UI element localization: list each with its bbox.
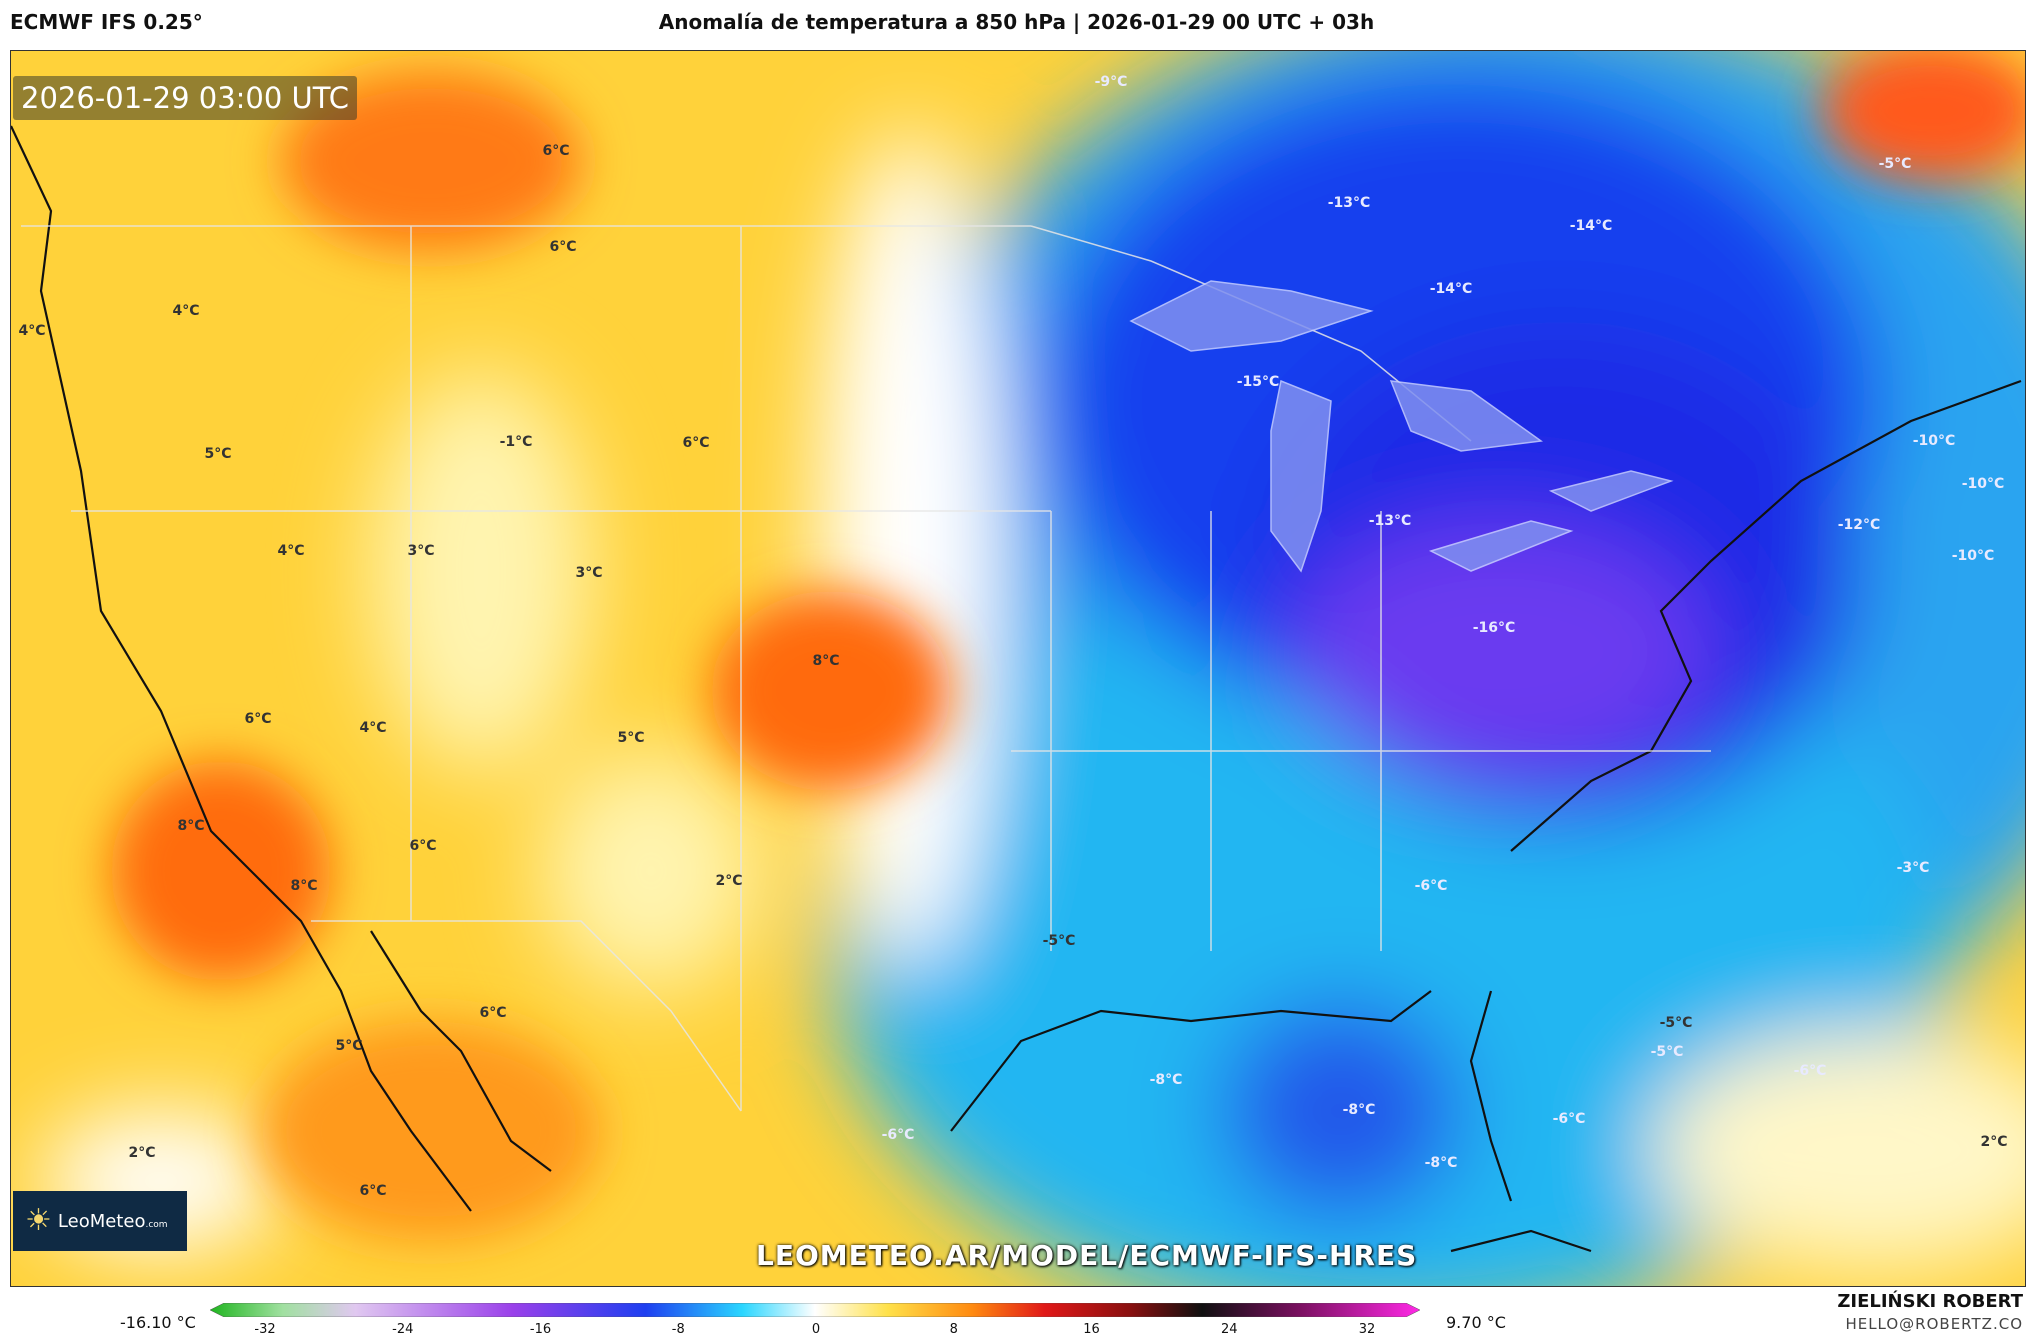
temperature-label: -1°C xyxy=(500,434,533,450)
color-scale-bar xyxy=(210,1303,1420,1317)
scale-tick-label: -8 xyxy=(672,1322,685,1337)
temperature-label: 8°C xyxy=(290,878,317,894)
temperature-label: 8°C xyxy=(812,653,839,669)
temperature-label: -12°C xyxy=(1838,517,1881,533)
temperature-label: -6°C xyxy=(1415,878,1448,894)
temperature-label: -8°C xyxy=(1425,1155,1458,1171)
anomaly-field xyxy=(11,51,2025,1286)
temperature-label: 6°C xyxy=(244,711,271,727)
temperature-label: -8°C xyxy=(1343,1102,1376,1118)
temperature-label: 4°C xyxy=(172,303,199,319)
temperature-label: 6°C xyxy=(682,435,709,451)
temperature-label: -5°C xyxy=(1651,1044,1684,1060)
temperature-label: 4°C xyxy=(18,323,45,339)
map-title: Anomalía de temperatura a 850 hPa | 2026… xyxy=(0,10,2033,34)
author-credit: ZIELIŃSKI ROBERT xyxy=(1837,1291,2023,1312)
temperature-label: 2°C xyxy=(128,1145,155,1161)
temperature-label: -6°C xyxy=(1794,1063,1827,1079)
temperature-label: -5°C xyxy=(1879,156,1912,172)
scale-tick-label: -32 xyxy=(254,1322,275,1337)
sun-icon: ☀ xyxy=(25,1206,52,1236)
temperature-label: -13°C xyxy=(1369,513,1412,529)
leometeo-logo: ☀ LeoMeteo.com xyxy=(13,1191,187,1251)
temperature-label: 3°C xyxy=(407,543,434,559)
temperature-label: -14°C xyxy=(1430,281,1473,297)
temperature-label: 2°C xyxy=(715,873,742,889)
temperature-label: 6°C xyxy=(542,143,569,159)
scale-tick-label: -16 xyxy=(530,1322,551,1337)
logo-text: LeoMeteo.com xyxy=(58,1211,168,1232)
temperature-label: -8°C xyxy=(1150,1072,1183,1088)
temperature-label: -10°C xyxy=(1952,548,1995,564)
valid-time-stamp: 2026-01-29 03:00 UTC xyxy=(13,76,357,120)
temperature-anomaly-map: 2026-01-29 03:00 UTC -9°C 6°C 6°C 4°C 4°C 5°C… xyxy=(10,50,2026,1287)
temperature-label: 4°C xyxy=(277,543,304,559)
temperature-label: 8°C xyxy=(177,818,204,834)
temperature-label: 3°C xyxy=(575,565,602,581)
temperature-label: -13°C xyxy=(1328,195,1371,211)
temperature-label: 5°C xyxy=(617,730,644,746)
temperature-label: -6°C xyxy=(882,1127,915,1143)
scale-tick-label: 16 xyxy=(1083,1322,1100,1337)
scale-min-label: -16.10 °C xyxy=(120,1313,196,1332)
temperature-label: 4°C xyxy=(359,720,386,736)
scale-tick-label: -24 xyxy=(392,1322,413,1337)
temperature-label: 6°C xyxy=(409,838,436,854)
temperature-label: -3°C xyxy=(1897,860,1930,876)
scale-max-label: 9.70 °C xyxy=(1446,1313,1506,1332)
scale-tick-label: 8 xyxy=(950,1322,958,1337)
scale-tick-label: 32 xyxy=(1359,1322,1376,1337)
temperature-label: -9°C xyxy=(1095,74,1128,90)
temperature-label: -6°C xyxy=(1553,1111,1586,1127)
temperature-label: -5°C xyxy=(1660,1015,1693,1031)
temperature-label: -16°C xyxy=(1473,620,1516,636)
temperature-label: 5°C xyxy=(204,446,231,462)
temperature-label: -10°C xyxy=(1962,476,2005,492)
author-email: HELLO@ROBERTZ.CO xyxy=(1845,1315,2023,1333)
temperature-label: 6°C xyxy=(549,239,576,255)
watermark-url: LEOMETEO.AR/MODEL/ECMWF-IFS-HRES xyxy=(756,1239,1417,1272)
temperature-label: 6°C xyxy=(479,1005,506,1021)
temperature-label: 6°C xyxy=(359,1183,386,1199)
temperature-label: -15°C xyxy=(1237,374,1280,390)
scale-tick-label: 0 xyxy=(812,1322,820,1337)
temperature-label: -14°C xyxy=(1570,218,1613,234)
scale-tick-label: 24 xyxy=(1221,1322,1238,1337)
temperature-label: -5°C xyxy=(1043,933,1076,949)
temperature-label: 2°C xyxy=(1980,1134,2007,1150)
temperature-label: -10°C xyxy=(1913,433,1956,449)
temperature-label: 5°C xyxy=(335,1038,362,1054)
